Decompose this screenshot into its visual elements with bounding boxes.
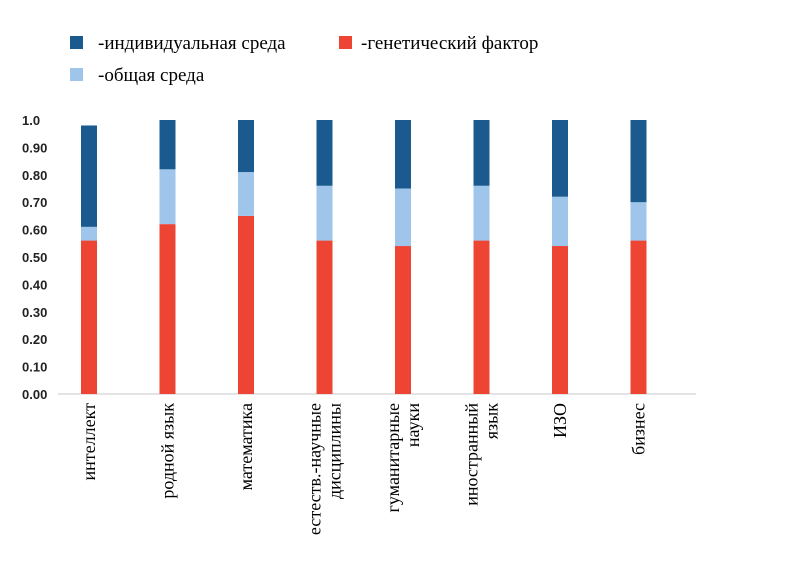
- legend-swatch-genetic: [339, 36, 352, 49]
- x-category-label-line: родной язык: [158, 403, 178, 499]
- bar-segment-common: [316, 185, 333, 241]
- legend-label-genetic: -генетический фактор: [361, 33, 538, 54]
- bar-segment-common: [81, 226, 97, 241]
- bar-segment-genetic: [395, 246, 411, 394]
- x-category-label-line: естеств.-научные: [305, 403, 325, 535]
- x-category-label-line: математика: [236, 403, 256, 490]
- x-category-label-line: иностранный: [462, 403, 482, 506]
- bar-segment-common: [552, 196, 568, 247]
- bar-segment-genetic: [630, 240, 647, 394]
- bars: [81, 120, 647, 394]
- x-category-label-line: язык: [482, 403, 502, 439]
- bar-segment-common: [238, 172, 254, 216]
- bar-segment-genetic: [81, 240, 97, 394]
- y-tick-label: 1.0: [22, 113, 40, 128]
- x-category-label: родной язык: [158, 403, 178, 499]
- bar-segment-genetic: [473, 240, 490, 394]
- bar-segment-individual: [552, 120, 568, 197]
- bar-segment-common: [395, 188, 411, 247]
- legend: -индивидуальная среда -генетический факт…: [70, 33, 538, 86]
- bar-segment-individual: [316, 120, 333, 186]
- bar-segment-genetic: [238, 215, 254, 394]
- x-category-label-line: ИЗО: [550, 403, 570, 438]
- bar-segment-common: [630, 202, 647, 241]
- y-tick-label: 0.30: [22, 305, 47, 320]
- y-tick-label: 0.80: [22, 168, 47, 183]
- x-category-label-line: интеллект: [79, 403, 99, 481]
- bar-segment-individual: [238, 120, 254, 173]
- y-tick-label: 0.70: [22, 195, 47, 210]
- x-category-label: гуманитарные науки: [383, 403, 423, 513]
- x-category-label: интеллект: [79, 403, 99, 481]
- y-tick-label: 0.40: [22, 277, 47, 292]
- bar-segment-individual: [395, 120, 411, 189]
- x-category-label: математика: [236, 403, 256, 490]
- x-axis-labels: интеллект родной язык математика естеств.-н…: [79, 403, 649, 535]
- x-category-label-line: науки: [403, 403, 423, 447]
- legend-label-common: -общая среда: [98, 65, 205, 86]
- bar-segment-individual: [159, 120, 176, 170]
- x-category-label: естеств.-научные дисциплины: [305, 403, 345, 535]
- bar-segment-individual: [630, 120, 647, 203]
- bar-segment-genetic: [552, 246, 568, 394]
- bar-segment-individual: [81, 125, 97, 227]
- legend-swatch-individual: [70, 36, 83, 49]
- y-tick-label: 0.60: [22, 223, 47, 238]
- y-tick-label: 0.00: [22, 387, 47, 402]
- x-category-label-line: гуманитарные: [383, 403, 403, 512]
- x-category-label: иностранный язык: [462, 403, 502, 506]
- y-tick-label: 0.90: [22, 140, 47, 155]
- x-category-label: бизнес: [629, 403, 649, 455]
- legend-label-individual: -индивидуальная среда: [98, 33, 286, 54]
- y-tick-label: 0.20: [22, 332, 47, 347]
- legend-swatch-common: [70, 68, 83, 81]
- bar-segment-common: [473, 185, 490, 241]
- y-axis-ticks: 0.00 0.10 0.20 0.30 0.40 0.50 0.60 0.70 0.80 0.90…: [22, 113, 47, 402]
- y-tick-label: 0.50: [22, 250, 47, 265]
- x-category-label: ИЗО: [550, 403, 570, 438]
- x-category-label-line: бизнес: [629, 403, 649, 455]
- bar-segment-genetic: [316, 240, 333, 394]
- bar-segment-individual: [473, 120, 490, 186]
- y-tick-label: 0.10: [22, 360, 47, 375]
- bar-segment-genetic: [159, 224, 176, 394]
- bar-segment-common: [159, 169, 176, 225]
- x-category-label-line: дисциплины: [325, 403, 345, 499]
